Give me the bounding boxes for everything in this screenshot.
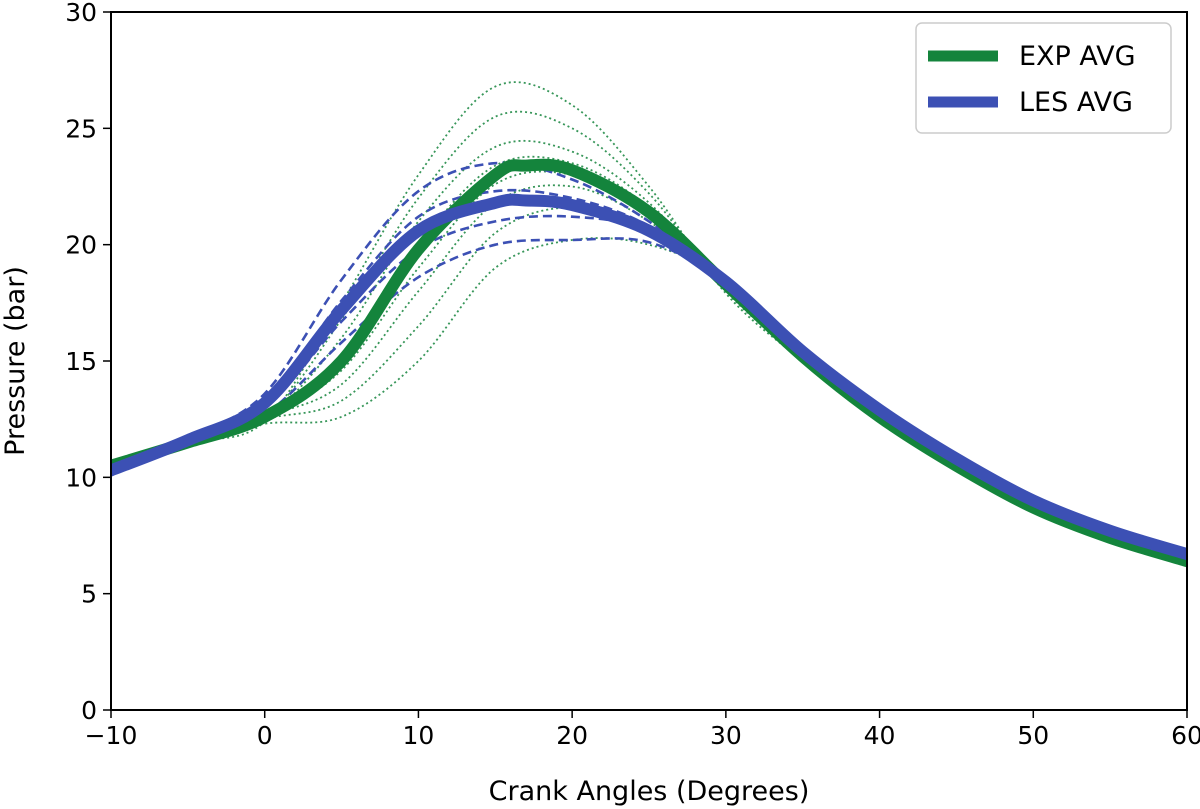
y-tick-label: 25 (65, 114, 97, 143)
y-tick-label: 15 (65, 347, 97, 376)
x-tick-label: 50 (1017, 721, 1049, 750)
average-curves (111, 158, 1187, 568)
y-tick-label: 10 (65, 463, 97, 492)
x-tick-label: 10 (403, 721, 435, 750)
les-avg-line (111, 193, 1187, 561)
x-tick-label: 60 (1171, 721, 1200, 750)
x-axis-label: Crank Angles (Degrees) (489, 776, 810, 807)
x-tick-label: 0 (257, 721, 273, 750)
y-tick-label: 5 (81, 580, 97, 609)
exp-cycle-line-2 (111, 110, 1187, 562)
les-cycle-line-1 (111, 161, 1187, 556)
y-tick-label: 30 (65, 0, 97, 27)
exp-avg-line (111, 158, 1187, 568)
x-tick-label: −10 (85, 721, 138, 750)
x-axis-ticks: −10 0 10 20 30 40 50 60 (85, 710, 1200, 750)
y-axis-label: Pressure (bar) (0, 266, 31, 456)
x-tick-label: 30 (710, 721, 742, 750)
legend: EXP AVG LES AVG (915, 22, 1172, 134)
legend-label-exp: EXP AVG (1019, 41, 1136, 72)
y-axis-ticks: 0 5 10 15 20 25 30 (65, 0, 111, 725)
y-tick-label: 20 (65, 231, 97, 260)
y-tick-label: 0 (81, 696, 97, 725)
x-tick-label: 40 (864, 721, 896, 750)
x-tick-label: 20 (556, 721, 588, 750)
legend-label-les: LES AVG (1019, 87, 1133, 118)
cycle-curves (111, 81, 1187, 562)
exp-cycle-line-1 (111, 81, 1187, 562)
